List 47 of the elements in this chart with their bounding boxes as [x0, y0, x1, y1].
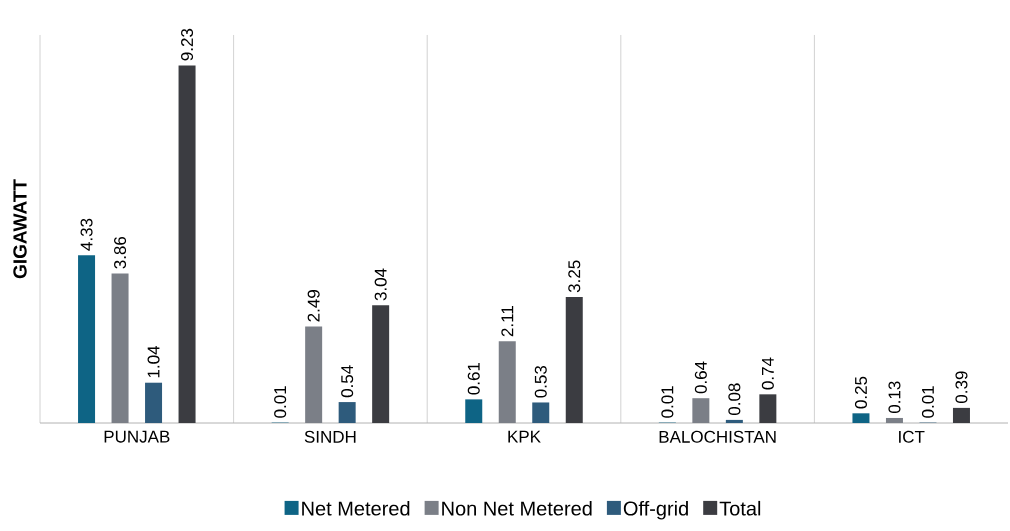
bar: [759, 394, 777, 423]
x-tick-label: BALOCHISTAN: [659, 430, 776, 443]
data-label: 2.49: [307, 290, 320, 322]
data-label: 2.11: [501, 306, 514, 337]
data-label: 0.74: [761, 357, 774, 390]
data-label: 0.01: [921, 386, 934, 418]
data-label: 0.53: [534, 365, 547, 398]
data-label: 0.01: [661, 386, 674, 418]
bar: [111, 273, 129, 423]
data-label: 0.01: [274, 386, 287, 418]
x-tick-label: ICT: [899, 430, 925, 443]
bar: [178, 65, 196, 423]
bar: [885, 417, 903, 423]
bar: [852, 413, 870, 423]
legend-label: Net Metered: [302, 500, 410, 516]
legend-label: Total: [719, 500, 761, 516]
bar: [498, 341, 516, 423]
bar: [532, 402, 550, 423]
bar: [692, 398, 710, 423]
data-label: 0.08: [728, 383, 741, 416]
data-label: 0.25: [854, 376, 867, 409]
data-label: 0.64: [694, 361, 707, 394]
bar: [145, 382, 163, 423]
bar: [78, 255, 96, 423]
data-label: 9.23: [181, 28, 194, 61]
data-label: 0.13: [888, 381, 901, 414]
x-tick-label: SINDH: [304, 430, 356, 443]
bar: [725, 419, 743, 423]
bar: [465, 399, 483, 423]
bar: [372, 305, 390, 423]
data-label: 0.39: [955, 371, 968, 404]
bar: [952, 407, 970, 423]
data-label: 4.33: [80, 218, 93, 251]
x-tick-label: KPK: [508, 430, 541, 443]
bar: [305, 326, 323, 423]
data-label: 0.61: [467, 362, 480, 395]
data-label: 0.54: [341, 365, 354, 398]
data-label: 3.25: [568, 260, 581, 293]
legend-label: Non Net Metered: [442, 500, 592, 516]
x-tick-label: PUNJAB: [104, 430, 170, 443]
data-label: 3.86: [114, 236, 127, 269]
data-label: 1.04: [147, 345, 160, 378]
data-label: 3.04: [374, 268, 387, 301]
bar: [338, 402, 356, 423]
legend-label: Off-grid: [623, 500, 688, 520]
y-axis-title: GIGAWATT: [13, 179, 27, 279]
bar: [565, 297, 583, 423]
